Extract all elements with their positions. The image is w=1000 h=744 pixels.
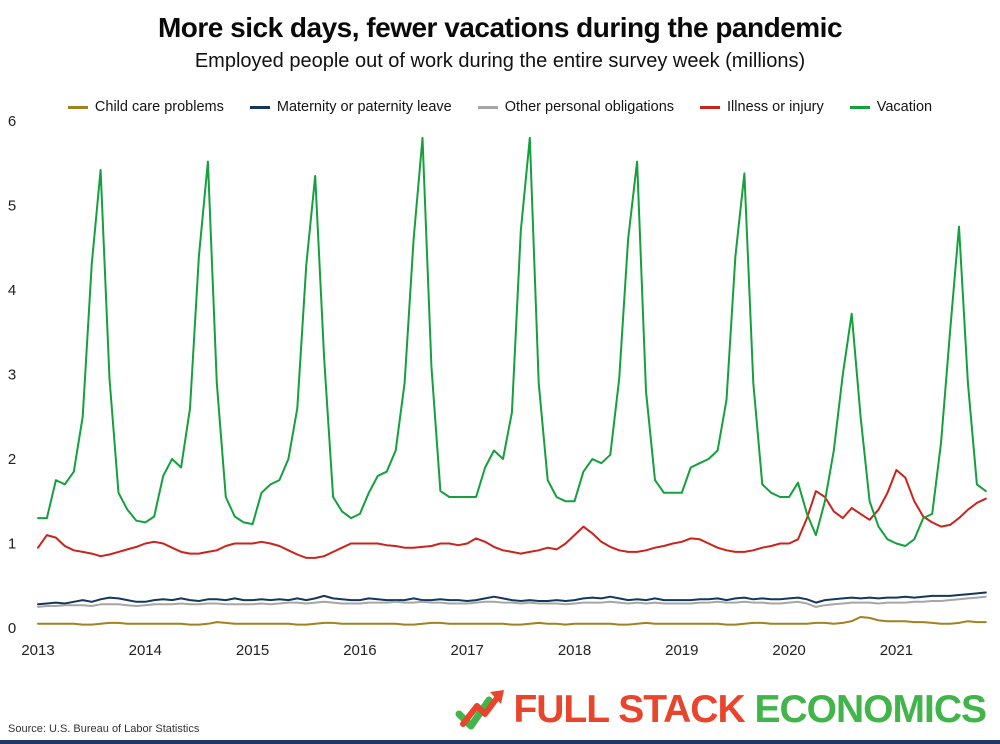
- legend-swatch: [849, 105, 870, 109]
- x-axis-tick-label: 2014: [129, 642, 162, 659]
- legend-label: Maternity or paternity leave: [276, 99, 452, 115]
- chart-legend: Child care problems Maternity or paternit…: [0, 99, 1000, 115]
- y-axis-tick-label: 1: [8, 536, 16, 553]
- legend-item-other-personal-obligations: Other personal obligations: [477, 99, 675, 115]
- x-axis-tick-label: 2019: [665, 642, 698, 659]
- footer-rule: [0, 740, 1000, 744]
- y-axis-tick-label: 4: [8, 282, 16, 299]
- x-axis-tick-label: 2016: [343, 642, 376, 659]
- trend-arrow-icon: [455, 690, 505, 730]
- legend-swatch: [67, 105, 88, 109]
- y-axis-tick-label: 3: [8, 367, 16, 384]
- x-axis-tick-label: 2018: [558, 642, 591, 659]
- legend-item-child-care-problems: Child care problems: [67, 99, 224, 115]
- legend-item-illness-or-injury: Illness or injury: [700, 99, 824, 115]
- y-axis-tick-label: 2: [8, 451, 16, 468]
- series-line-illness-or-injury: [37, 469, 987, 559]
- legend-swatch: [249, 105, 270, 109]
- legend-item-vacation: Vacation: [849, 99, 933, 115]
- y-axis-tick-label: 5: [8, 198, 16, 215]
- series-line-other-personal-obligations: [37, 595, 987, 608]
- x-axis-tick-label: 2015: [236, 642, 269, 659]
- y-axis-tick-label: 6: [8, 115, 16, 130]
- series-line-maternity-or-paternity-leave: [37, 591, 987, 606]
- chart-title: More sick days, fewer vacations during t…: [157, 12, 843, 43]
- line-chart: 0 1 2 3 4 5 6 2013 2014 2015 2016 2017 2018 2019 2020 2…: [8, 115, 987, 659]
- x-axis-tick-label: 2013: [21, 642, 54, 659]
- legend-item-maternity-or-paternity-leave: Maternity or paternity leave: [249, 99, 452, 115]
- x-axis-tick-label: 2017: [451, 642, 484, 659]
- x-axis-tick-label: 2021: [880, 642, 913, 659]
- legend-label: Other personal obligations: [504, 99, 675, 115]
- legend-label: Illness or injury: [727, 99, 824, 115]
- source-note: Source: U.S. Bureau of Labor Statistics: [8, 723, 200, 735]
- chart-subtitle: Employed people out of work during the e…: [194, 50, 806, 72]
- y-axis-tick-label: 0: [8, 620, 16, 637]
- legend-swatch: [477, 105, 498, 109]
- x-axis-tick-label: 2020: [772, 642, 805, 659]
- brand-logo: FULL STACK ECONOMICS: [455, 688, 987, 732]
- series-line-vacation: [37, 136, 987, 547]
- legend-label: Child care problems: [94, 99, 224, 115]
- logo-fullstack: FULL STACK: [513, 688, 745, 731]
- logo-economics: ECONOMICS: [754, 688, 987, 731]
- series-line-child-care-problems: [37, 616, 987, 626]
- legend-label: Vacation: [876, 99, 933, 115]
- legend-swatch: [700, 105, 721, 109]
